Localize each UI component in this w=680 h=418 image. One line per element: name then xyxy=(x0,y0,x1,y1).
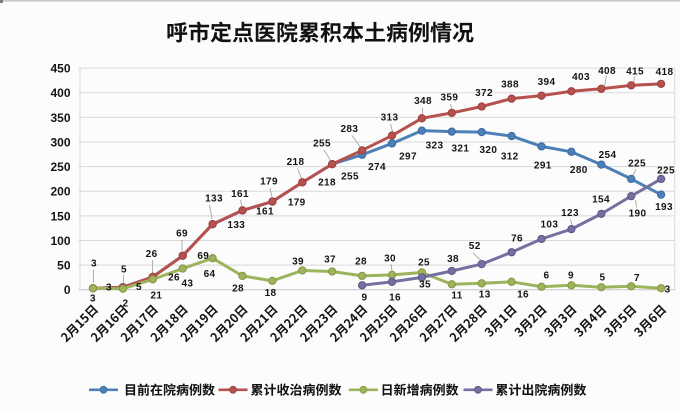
svg-text:400: 400 xyxy=(50,86,70,100)
svg-text:450: 450 xyxy=(50,62,70,76)
svg-text:323: 323 xyxy=(426,141,444,152)
svg-text:69: 69 xyxy=(176,228,188,239)
svg-text:359: 359 xyxy=(441,93,459,104)
svg-text:372: 372 xyxy=(475,88,493,99)
svg-text:5: 5 xyxy=(600,273,606,284)
svg-text:7: 7 xyxy=(634,273,640,284)
svg-text:312: 312 xyxy=(501,152,519,163)
svg-text:255: 255 xyxy=(341,172,359,183)
svg-text:26: 26 xyxy=(146,249,158,260)
svg-text:225: 225 xyxy=(628,159,646,170)
svg-text:25: 25 xyxy=(418,258,430,269)
svg-text:38: 38 xyxy=(447,254,459,265)
svg-text:190: 190 xyxy=(629,208,647,219)
svg-text:50: 50 xyxy=(57,259,71,273)
svg-text:16: 16 xyxy=(389,293,401,304)
svg-text:193: 193 xyxy=(655,202,673,213)
svg-text:280: 280 xyxy=(570,165,588,176)
svg-text:133: 133 xyxy=(227,220,245,231)
svg-text:274: 274 xyxy=(368,162,386,173)
svg-text:103: 103 xyxy=(541,219,559,230)
svg-text:37: 37 xyxy=(324,255,336,266)
svg-text:26: 26 xyxy=(168,272,180,283)
svg-text:394: 394 xyxy=(538,77,556,88)
svg-text:348: 348 xyxy=(414,96,432,107)
svg-text:9: 9 xyxy=(362,293,368,304)
svg-text:320: 320 xyxy=(480,145,498,156)
svg-text:291: 291 xyxy=(534,161,552,172)
svg-text:200: 200 xyxy=(50,185,70,199)
svg-text:39: 39 xyxy=(292,257,304,268)
svg-text:321: 321 xyxy=(452,144,470,155)
svg-text:254: 254 xyxy=(599,150,617,161)
svg-text:100: 100 xyxy=(50,234,70,248)
svg-text:28: 28 xyxy=(232,284,244,295)
svg-text:297: 297 xyxy=(399,152,417,163)
svg-text:250: 250 xyxy=(50,160,70,174)
svg-text:28: 28 xyxy=(355,257,367,268)
svg-text:123: 123 xyxy=(561,208,579,219)
svg-text:388: 388 xyxy=(501,80,519,91)
svg-text:43: 43 xyxy=(181,279,193,290)
svg-text:13: 13 xyxy=(479,289,491,300)
svg-text:9: 9 xyxy=(568,271,574,282)
svg-text:403: 403 xyxy=(572,72,590,83)
svg-text:300: 300 xyxy=(50,135,70,149)
svg-text:283: 283 xyxy=(341,124,359,135)
svg-text:35: 35 xyxy=(419,280,431,291)
svg-text:6: 6 xyxy=(543,271,549,282)
svg-text:161: 161 xyxy=(231,189,249,200)
svg-text:161: 161 xyxy=(256,207,274,218)
svg-text:255: 255 xyxy=(313,139,331,150)
svg-text:3: 3 xyxy=(91,259,97,270)
svg-text:5: 5 xyxy=(121,264,127,275)
svg-text:218: 218 xyxy=(287,157,305,168)
svg-text:64: 64 xyxy=(204,269,216,280)
svg-text:3: 3 xyxy=(106,283,112,294)
svg-text:225: 225 xyxy=(657,166,675,177)
svg-text:3: 3 xyxy=(90,294,96,305)
svg-text:2: 2 xyxy=(123,299,129,310)
svg-text:16: 16 xyxy=(517,290,529,301)
svg-text:21: 21 xyxy=(150,291,162,302)
svg-text:11: 11 xyxy=(451,290,462,301)
svg-text:179: 179 xyxy=(260,177,278,188)
svg-text:18: 18 xyxy=(265,288,277,299)
svg-text:418: 418 xyxy=(656,67,674,78)
svg-text:3: 3 xyxy=(665,285,671,296)
svg-text:69: 69 xyxy=(197,251,209,262)
svg-text:350: 350 xyxy=(50,111,70,125)
svg-text:5: 5 xyxy=(136,282,142,293)
svg-text:408: 408 xyxy=(598,66,616,77)
svg-text:76: 76 xyxy=(511,234,523,245)
svg-text:415: 415 xyxy=(626,67,644,78)
svg-text:0: 0 xyxy=(64,283,71,297)
svg-text:150: 150 xyxy=(50,209,70,223)
svg-text:133: 133 xyxy=(205,194,223,205)
svg-text:179: 179 xyxy=(288,198,306,209)
svg-text:52: 52 xyxy=(469,241,481,252)
svg-text:154: 154 xyxy=(592,194,610,205)
svg-text:313: 313 xyxy=(381,113,399,124)
svg-text:30: 30 xyxy=(384,254,396,265)
svg-text:218: 218 xyxy=(318,178,336,189)
